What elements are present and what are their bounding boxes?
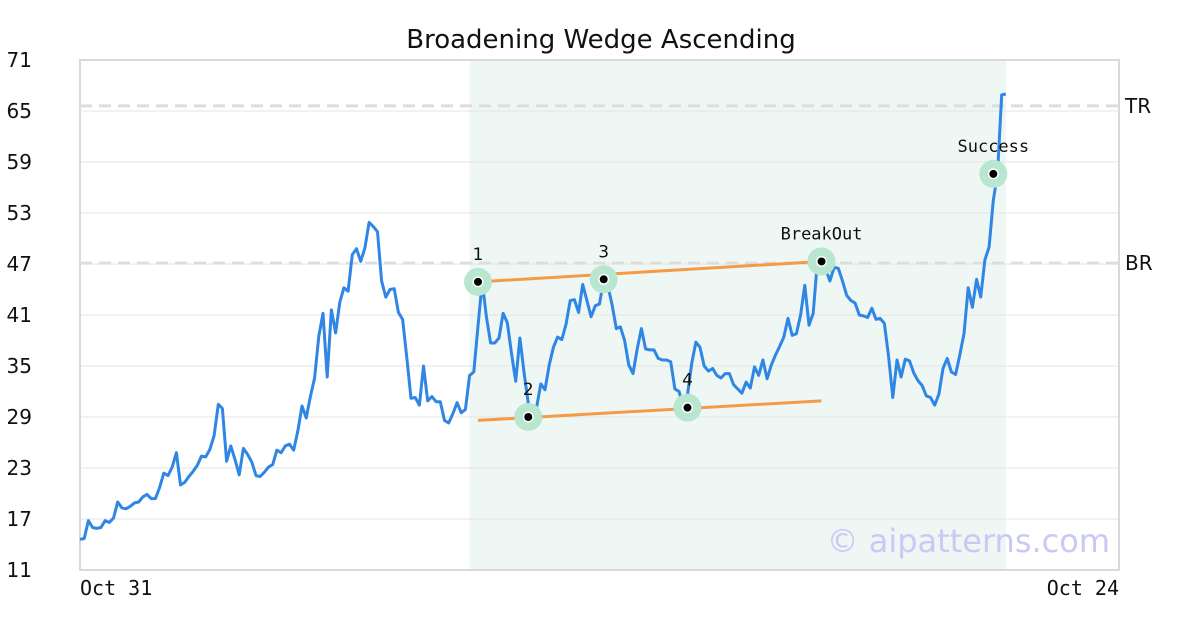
y-tick-label: 17 (7, 507, 32, 531)
price-series-line (79, 92, 1007, 541)
point-marker-breakout (817, 257, 826, 266)
x-tick-label-end: Oct 24 (1047, 576, 1119, 600)
point-marker-1 (474, 277, 483, 286)
point-marker-3 (599, 275, 608, 284)
y-tick-label: 65 (7, 99, 32, 123)
y-tick-label: 71 (7, 48, 32, 72)
plot-frame (79, 59, 1120, 571)
y-tick-label: 47 (7, 252, 32, 276)
y-tick-label: 41 (7, 303, 32, 327)
y-tick-label: 53 (7, 201, 32, 225)
y-tick-label: 23 (7, 456, 32, 480)
point-label-2: 2 (523, 380, 534, 400)
y-tick-label: 35 (7, 354, 32, 378)
level-label-tr: TR (1124, 94, 1151, 118)
level-label-br: BR (1125, 251, 1153, 275)
watermark: © aipatterns.com (827, 522, 1110, 560)
point-label-3: 3 (598, 242, 609, 262)
y-tick-label: 59 (7, 150, 32, 174)
point-label-1: 1 (473, 245, 484, 265)
y-tick-label: 29 (7, 405, 32, 429)
upper-trendline (477, 259, 822, 284)
point-marker-success (989, 169, 998, 178)
point-label-breakout: BreakOut (781, 224, 863, 244)
point-marker-4 (683, 403, 692, 412)
point-label-4: 4 (682, 371, 693, 391)
x-tick-label-start: Oct 31 (80, 576, 152, 600)
y-tick-label: 11 (7, 558, 32, 582)
chart-title: Broadening Wedge Ascending (406, 25, 796, 55)
point-label-success: Success (957, 137, 1029, 157)
point-marker-2 (524, 413, 533, 421)
